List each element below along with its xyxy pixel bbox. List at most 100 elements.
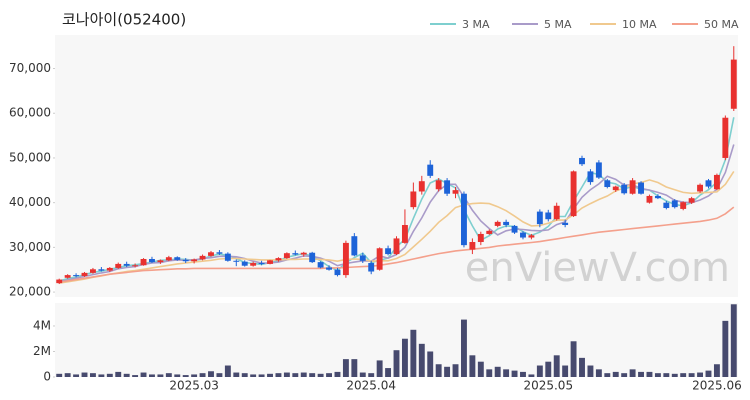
candle-body <box>165 257 172 261</box>
candle-body <box>520 232 526 238</box>
volume-bar <box>722 320 729 377</box>
candle-body <box>174 257 181 260</box>
candle-body <box>334 269 341 276</box>
candle-body <box>241 261 248 266</box>
candle-body <box>300 252 307 255</box>
candle-body <box>98 269 105 271</box>
legend-label: 50 MA <box>704 18 739 31</box>
candle-body <box>317 262 324 268</box>
candle-body <box>671 200 678 208</box>
volume-bar <box>461 319 467 377</box>
candle-body <box>233 260 240 262</box>
candle-body <box>646 195 653 203</box>
candle-body <box>553 205 560 220</box>
candle-body <box>258 263 265 265</box>
volume-bar <box>115 371 122 377</box>
candle-body <box>368 263 375 272</box>
volume-bar <box>570 341 577 377</box>
candle-body <box>477 233 484 243</box>
volume-bar <box>671 373 678 377</box>
candle-body <box>595 162 602 178</box>
volume-bar <box>427 351 434 377</box>
volume-bar <box>250 374 257 377</box>
chart-title: 코나아이(052400) <box>62 11 186 29</box>
candle-body <box>511 225 518 233</box>
volume-tick-label: 4M <box>33 318 51 332</box>
volume-bar <box>216 373 223 377</box>
candle-body <box>486 230 493 234</box>
candle-body <box>680 202 687 209</box>
volume-bar <box>604 373 611 377</box>
volume-bar <box>536 365 543 377</box>
volume-bar <box>646 371 653 377</box>
volume-bar <box>89 373 96 377</box>
candle-body <box>418 181 425 192</box>
volume-bar <box>663 373 670 377</box>
volume-bar <box>300 372 307 377</box>
volume-bar <box>705 370 712 377</box>
volume-bar <box>688 373 695 377</box>
volume-bar <box>680 373 687 377</box>
candle-body <box>452 190 459 194</box>
candle-body <box>503 221 510 226</box>
volume-bar <box>165 373 172 377</box>
volume-bar <box>191 374 198 377</box>
y-tick-label: 30,000 <box>9 240 51 254</box>
volume-bar <box>520 371 526 377</box>
x-tick-label: 2025.03 <box>169 379 219 393</box>
volume-bar <box>587 365 594 377</box>
volume-bar <box>730 304 737 377</box>
volume-bar <box>528 374 535 377</box>
volume-bar <box>469 355 476 377</box>
candle-body <box>393 238 400 255</box>
candle-body <box>629 180 636 194</box>
candle-body <box>461 193 467 246</box>
volume-bar <box>224 365 231 377</box>
candle-body <box>115 263 122 268</box>
candle-body <box>208 252 214 256</box>
y-tick-label: 60,000 <box>9 106 51 120</box>
volume-bar <box>401 338 408 377</box>
candle-body <box>385 248 392 255</box>
candle-body <box>123 263 130 266</box>
volume-bar <box>612 371 619 377</box>
volume-bar <box>132 375 139 377</box>
volume-bar <box>283 372 290 377</box>
candle-body <box>713 174 720 190</box>
volume-bar <box>275 373 282 377</box>
candle-body <box>705 180 712 187</box>
volume-bar <box>73 374 80 377</box>
volume-bar <box>64 373 71 377</box>
volume-bar <box>562 365 569 377</box>
candle-body <box>604 180 611 188</box>
candle-body <box>250 263 257 266</box>
volume-bar <box>98 374 105 377</box>
volume-bar <box>359 372 366 377</box>
volume-bar <box>342 359 349 377</box>
candle-body <box>342 242 349 276</box>
candle-body <box>688 198 695 203</box>
volume-bar <box>486 369 493 377</box>
volume-bar <box>393 350 400 377</box>
x-tick-label: 2025.04 <box>346 379 396 393</box>
volume-bar <box>629 369 636 377</box>
volume-bar <box>410 329 417 377</box>
volume-bar <box>545 361 552 377</box>
candle-body <box>326 267 332 270</box>
y-tick-label: 70,000 <box>9 61 51 75</box>
candle-body <box>292 253 299 255</box>
legend-label: 10 MA <box>622 18 657 31</box>
candle-body <box>216 252 223 254</box>
volume-bar <box>267 373 273 377</box>
volume-bar <box>477 361 484 377</box>
candle-body <box>132 265 139 267</box>
candle-body <box>427 164 434 176</box>
candle-body <box>545 212 552 220</box>
candle-body <box>224 253 231 261</box>
legend-label: 5 MA <box>544 18 572 31</box>
volume-bar <box>494 366 501 377</box>
candle-body <box>587 171 594 183</box>
y-tick-label: 20,000 <box>9 285 51 299</box>
volume-bar <box>241 373 248 377</box>
candle-body <box>536 211 543 225</box>
